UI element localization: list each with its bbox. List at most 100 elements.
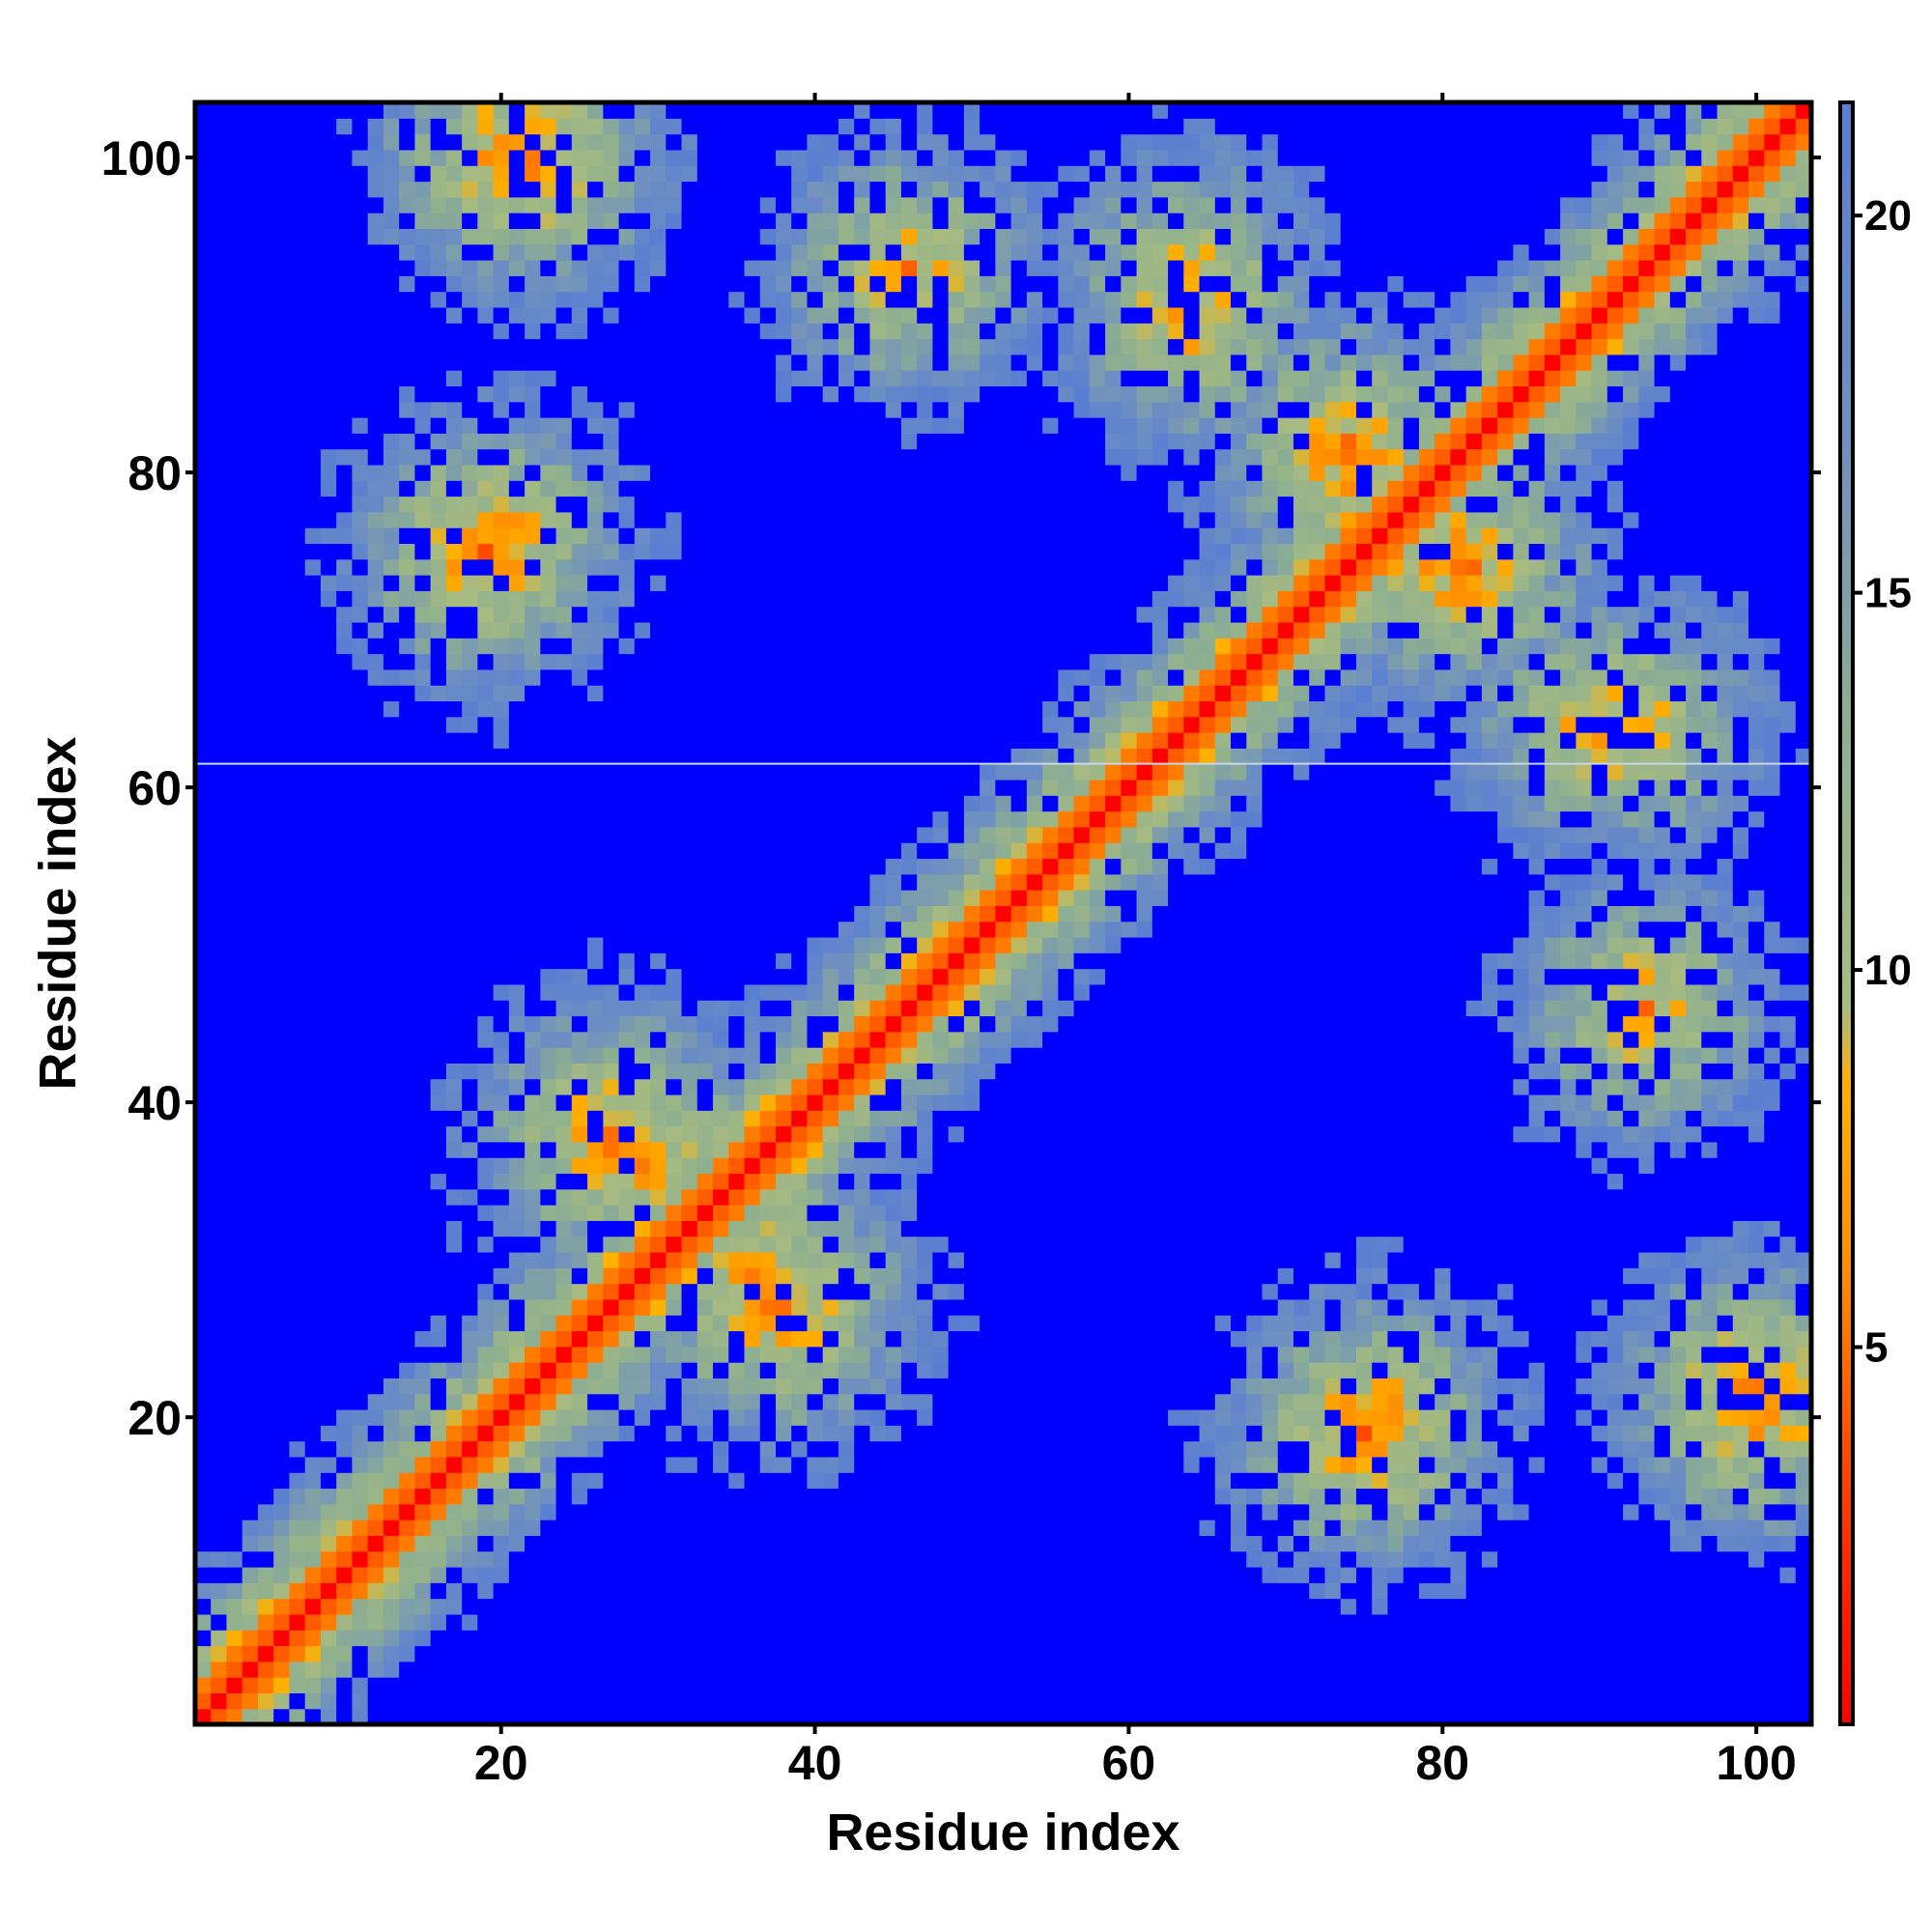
heatmap-cell [226, 149, 243, 166]
heatmap-cell [932, 653, 950, 670]
heatmap-cell [713, 480, 729, 497]
heatmap-cell [932, 196, 950, 213]
heatmap-cell [257, 621, 274, 639]
heatmap-cell [885, 1598, 902, 1615]
heatmap-cell [445, 1440, 463, 1458]
heatmap-cell [885, 1141, 902, 1158]
heatmap-cell [352, 181, 369, 198]
heatmap-cell [226, 464, 243, 481]
heatmap-cell [807, 401, 824, 418]
heatmap-cell [744, 196, 761, 213]
heatmap-cell [414, 543, 432, 560]
heatmap-cell [728, 983, 746, 1001]
heatmap-cell [603, 763, 620, 781]
heatmap-cell [650, 385, 667, 403]
heatmap-cell [211, 700, 228, 718]
heatmap-cell [414, 1456, 432, 1473]
heatmap-cell [540, 905, 557, 923]
heatmap-cell [445, 826, 463, 843]
heatmap-cell [822, 763, 839, 781]
heatmap-cell [571, 149, 588, 166]
heatmap-cell [540, 1613, 557, 1631]
heatmap-cell [445, 1330, 463, 1348]
heatmap-cell [211, 638, 228, 655]
heatmap-cell [445, 448, 463, 466]
heatmap-cell [273, 1251, 291, 1268]
heatmap-cell [587, 1298, 604, 1316]
heatmap-cell [445, 496, 463, 513]
heatmap-cell [508, 543, 526, 560]
heatmap-cell [273, 1298, 291, 1316]
heatmap-cell [352, 228, 369, 245]
heatmap-cell [304, 1566, 322, 1583]
heatmap-cell [320, 1677, 337, 1693]
heatmap-cell [445, 511, 463, 528]
heatmap-cell [445, 213, 463, 230]
heatmap-cell [304, 228, 322, 245]
heatmap-cell [320, 1141, 337, 1158]
heatmap-cell [696, 1440, 714, 1458]
heatmap-cell [414, 1677, 432, 1693]
heatmap-cell [211, 1157, 228, 1175]
heatmap-cell [948, 1440, 965, 1458]
heatmap-cell [352, 1692, 369, 1710]
heatmap-cell [555, 1362, 573, 1378]
heatmap-cell [445, 606, 463, 623]
heatmap-cell [744, 243, 761, 261]
heatmap-cell [932, 1598, 950, 1615]
heatmap-cell [383, 401, 400, 418]
heatmap-cell [242, 1613, 259, 1631]
heatmap-cell [791, 1110, 809, 1127]
heatmap-cell [634, 196, 651, 213]
heatmap-cell [399, 606, 415, 623]
heatmap-cell [477, 370, 495, 387]
heatmap-cell [932, 338, 950, 355]
heatmap-cell [932, 370, 950, 387]
heatmap-cell [650, 1346, 667, 1363]
heatmap-cell [650, 1440, 667, 1458]
heatmap-cell [900, 1582, 918, 1600]
heatmap-cell [273, 1566, 291, 1583]
heatmap-cell [587, 1425, 604, 1442]
heatmap-cell [728, 590, 746, 608]
heatmap-cell [242, 496, 259, 513]
heatmap-cell [587, 1408, 604, 1426]
heatmap-cell [587, 1173, 604, 1190]
heatmap-cell [195, 306, 212, 324]
heatmap-cell [414, 779, 432, 796]
heatmap-cell [603, 858, 620, 875]
heatmap-cell [791, 181, 809, 198]
heatmap-cell [666, 1456, 683, 1473]
heatmap-cell [854, 511, 871, 528]
heatmap-cell [320, 133, 337, 151]
heatmap-cell [587, 810, 604, 828]
heatmap-cell [257, 196, 274, 213]
heatmap-cell [367, 433, 384, 450]
heatmap-cell [540, 1141, 557, 1158]
heatmap-cell [807, 1063, 824, 1080]
heatmap-cell [352, 1425, 369, 1442]
heatmap-cell [713, 983, 729, 1001]
heatmap-cell [571, 1566, 588, 1583]
heatmap-cell [807, 968, 824, 985]
heatmap-cell [445, 1566, 463, 1583]
heatmap-cell [869, 1598, 887, 1615]
heatmap-cell [854, 685, 871, 702]
heatmap-cell [462, 1378, 478, 1395]
heatmap-cell [807, 118, 824, 135]
heatmap-cell [477, 275, 495, 293]
heatmap-cell [744, 983, 761, 1001]
heatmap-cell [462, 952, 478, 970]
heatmap-cell [696, 1141, 714, 1158]
heatmap-cell [932, 448, 950, 466]
heatmap-cell [445, 1613, 463, 1631]
heatmap-cell [289, 511, 306, 528]
heatmap-cell [555, 323, 573, 340]
heatmap-cell [399, 685, 415, 702]
heatmap-cell [477, 1094, 495, 1111]
heatmap-cell [211, 1472, 228, 1490]
heatmap-cell [367, 1456, 384, 1473]
heatmap-cell [195, 1125, 212, 1143]
heatmap-cell [571, 842, 588, 860]
heatmap-cell [257, 858, 274, 875]
